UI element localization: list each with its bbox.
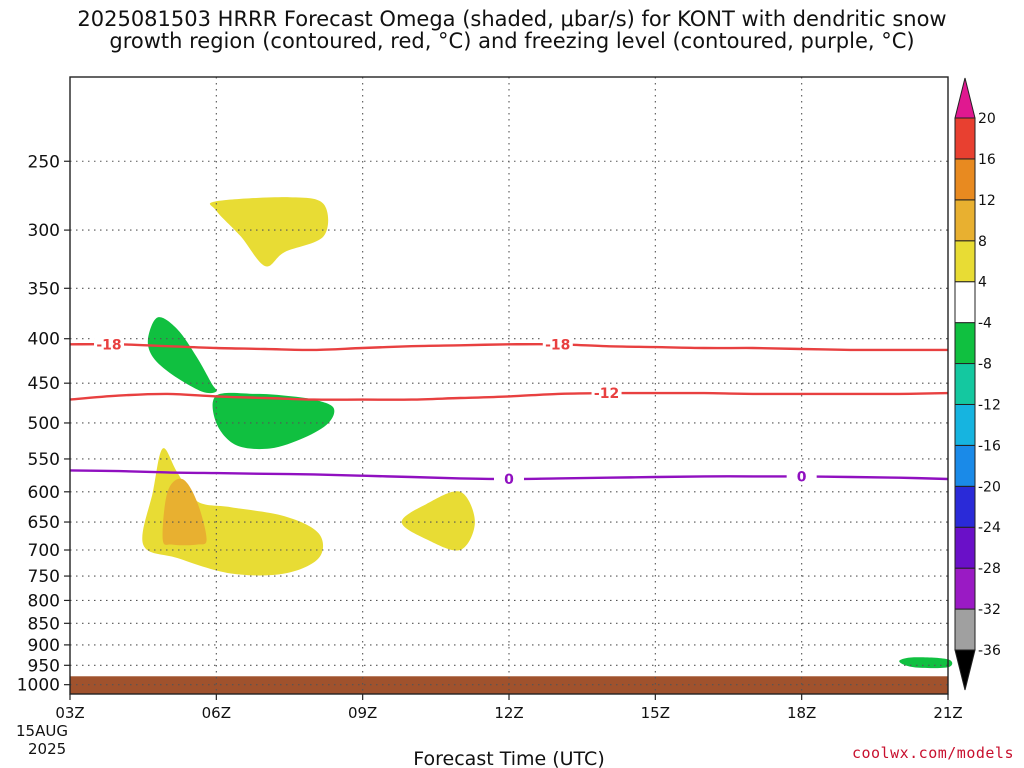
colorbar-label: -24	[978, 520, 1001, 536]
y-tick-label: 300	[28, 221, 60, 241]
colorbar-label: 20	[978, 111, 996, 127]
colorbar: -36 -32 -28 -24 -20 -16 -12 -8 -4 4 8 12 16 20	[954, 77, 1001, 691]
contour--12	[69, 391, 949, 401]
y-tick-label: 650	[28, 513, 60, 533]
x-tick-label: 03Z	[55, 704, 84, 722]
y-tick-labels: 2503003504004505005506006507007508008509…	[17, 152, 70, 696]
contour-label: 0	[797, 469, 807, 485]
contour-label-bg	[542, 336, 573, 353]
x-tick-label: 09Z	[348, 704, 377, 722]
colorbar-label: -12	[978, 397, 1001, 413]
colorbar-segment	[954, 117, 976, 160]
colorbar-segment	[954, 608, 976, 651]
colorbar-segment	[954, 444, 976, 487]
x-tick-label: 18Z	[787, 704, 816, 722]
colorbar-segment	[954, 363, 976, 405]
y-tick-label: 350	[28, 279, 60, 299]
omega-region-0	[209, 197, 329, 267]
colorbar-segment	[954, 567, 976, 610]
x-date-label-year: 2025	[28, 740, 66, 758]
colorbar-label: -28	[978, 561, 1001, 577]
omega-region-3	[162, 478, 207, 546]
contour-label-bg	[94, 336, 125, 353]
chart-title: 2025081503 HRRR Forecast Omega (shaded, …	[77, 7, 947, 53]
contour-label-bg	[786, 468, 817, 485]
x-tick-label: 15Z	[641, 704, 670, 722]
colorbar-segment	[954, 526, 976, 569]
omega-region-5	[212, 392, 335, 450]
y-tick-label: 900	[28, 636, 60, 656]
y-tick-label: 450	[28, 374, 60, 394]
colorbar-label: -4	[978, 316, 992, 332]
y-tick-label: 500	[28, 414, 60, 434]
colorbar-bottom-arrow	[954, 649, 976, 691]
contour-label-bg	[494, 471, 524, 488]
colorbar-label: 16	[978, 152, 996, 168]
colorbar-segment	[954, 240, 976, 283]
colorbar-segment	[954, 281, 976, 324]
colorbar-segment	[954, 322, 976, 365]
y-tick-label: 750	[28, 567, 60, 587]
colorbar-label: 12	[978, 193, 996, 209]
colorbar-label: -16	[978, 438, 1001, 454]
colorbar-segment	[954, 158, 976, 201]
y-tick-label: 250	[28, 152, 60, 172]
y-tick-label: 400	[28, 330, 60, 350]
y-tick-label: 800	[28, 591, 60, 611]
y-tick-label: 1000	[17, 676, 60, 696]
omega-region-6	[899, 657, 953, 669]
x-tick-labels: 03Z 06Z 09Z 12Z 15Z 18Z 21Z	[55, 694, 963, 722]
omega-regions	[142, 197, 953, 669]
y-tick-label: 600	[28, 483, 60, 503]
credit-link[interactable]: coolwx.com/models	[851, 744, 1014, 762]
omega-region-4	[147, 317, 217, 394]
x-axis-label: Forecast Time (UTC)	[413, 748, 604, 768]
x-tick-label: 12Z	[494, 704, 523, 722]
contour-label: -18	[545, 337, 570, 353]
colorbar-label: 4	[978, 275, 987, 291]
x-date-label-month: 15AUG	[16, 722, 68, 740]
colorbar-label: -20	[978, 479, 1001, 495]
contour--18	[69, 342, 948, 352]
colorbar-label: -36	[978, 643, 1001, 659]
contour-label: -18	[96, 337, 121, 353]
omega-region-1	[401, 491, 475, 551]
y-tick-label: 850	[28, 614, 60, 634]
colorbar-segment	[954, 485, 976, 528]
contour-label-bg	[591, 385, 622, 402]
colorbar-segment	[954, 199, 976, 242]
contour-label: 0	[504, 472, 514, 488]
y-tick-label: 700	[28, 541, 60, 561]
colorbar-label: -32	[978, 602, 1001, 618]
x-tick-label: 21Z	[933, 704, 962, 722]
x-tick-label: 06Z	[202, 704, 231, 722]
y-tick-label: 550	[28, 450, 60, 470]
colorbar-segment	[954, 403, 976, 446]
contour-label: -12	[594, 386, 619, 402]
grid-lines	[70, 77, 948, 694]
y-tick-label: 950	[28, 656, 60, 676]
colorbar-label: -8	[978, 357, 992, 373]
colorbar-label: 8	[978, 234, 987, 250]
contours: -18 -18 -12 0 0	[69, 336, 949, 488]
colorbar-top-arrow	[954, 77, 976, 119]
